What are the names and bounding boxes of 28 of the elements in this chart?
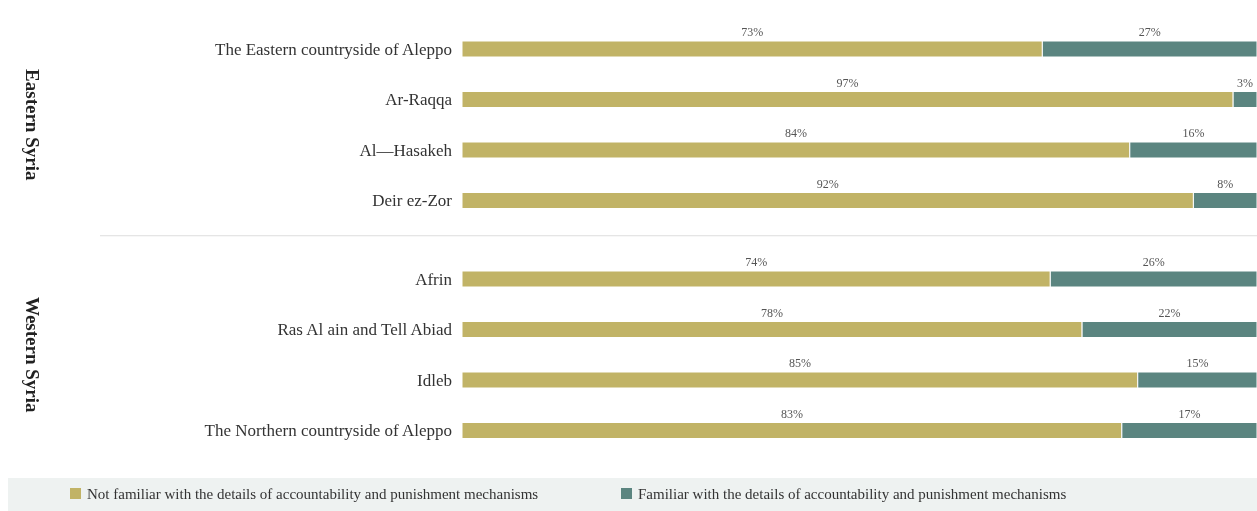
data-label: 26%: [1142, 255, 1165, 269]
text: Eastern Syria: [22, 69, 44, 181]
y-tick-label: The Northern countryside of Aleppo: [204, 421, 452, 441]
y-tick-label: Ras Al ain and Tell Abiad: [277, 320, 453, 340]
data-label: 16%: [1182, 126, 1205, 140]
data-label: 83%: [780, 406, 803, 421]
y-tick-label: The Eastern countryside of Aleppo: [215, 39, 452, 59]
y-tick-label: Ar-Raqqa: [385, 90, 453, 110]
y-tick-label: Idleb: [417, 370, 452, 390]
y-tick-label: Deir ez-Zor: [372, 191, 453, 211]
data-label: 73%: [741, 25, 764, 39]
data-label: 17%: [1178, 406, 1201, 421]
data-label: 78%: [761, 305, 784, 320]
data-label: 97%: [836, 75, 859, 90]
legend-label: Not familiar with the details of accountability and punishment mechanisms: [87, 486, 539, 503]
y-tick-label: Afrin: [415, 269, 453, 289]
y-tick-label: Al—Hasakeh: [359, 140, 453, 160]
data-label: 22%: [1158, 305, 1181, 320]
legend-label: Familiar with the details of accountability and punishment mechanisms: [638, 486, 1067, 503]
data-label: 27%: [1138, 25, 1161, 39]
data-label: 15%: [1186, 356, 1209, 370]
data-label: 8%: [1217, 176, 1234, 191]
data-label: 74%: [745, 255, 768, 269]
data-label: 84%: [784, 126, 807, 140]
data-label: 3%: [1237, 75, 1254, 90]
data-label: 85%: [788, 356, 811, 370]
text: Western Syria: [22, 296, 44, 414]
data-label: 92%: [816, 176, 839, 191]
